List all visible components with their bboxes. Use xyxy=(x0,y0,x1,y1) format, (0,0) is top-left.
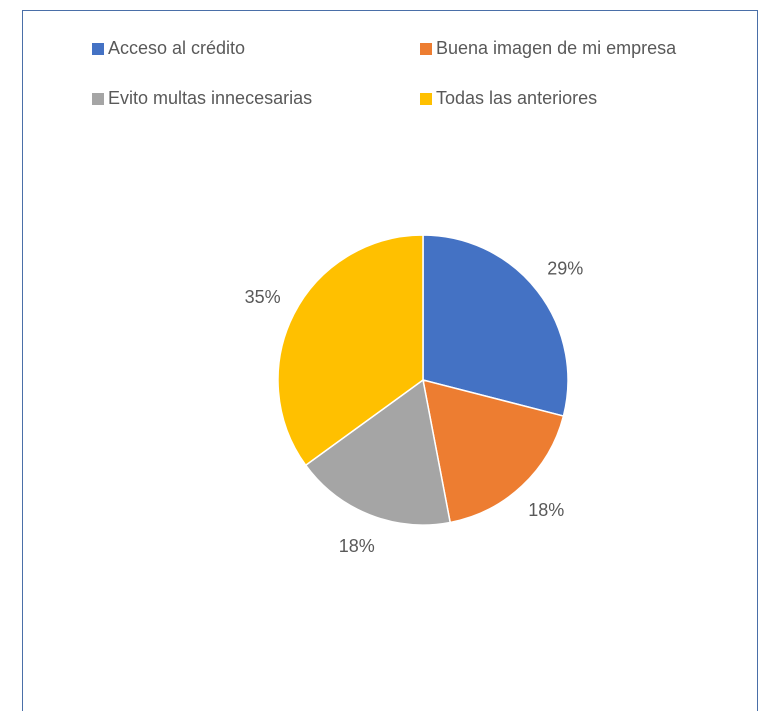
legend-swatch xyxy=(92,93,104,105)
pie-slice xyxy=(277,234,424,467)
data-label: 35% xyxy=(245,287,281,307)
legend-swatch xyxy=(92,43,104,55)
data-label: 29% xyxy=(547,258,583,278)
legend-swatch xyxy=(420,93,432,105)
legend-label: Buena imagen de mi empresa xyxy=(436,38,677,58)
pie-slice xyxy=(304,378,452,526)
data-label: 18% xyxy=(339,536,375,556)
legend-label: Todas las anteriores xyxy=(436,88,597,108)
legend-swatch xyxy=(420,43,432,55)
legend-label: Evito multas innecesarias xyxy=(108,88,312,108)
legend-label: Acceso al crédito xyxy=(108,38,245,58)
pie-slice xyxy=(422,378,565,524)
pie-slice xyxy=(422,234,569,417)
data-label: 18% xyxy=(528,500,564,520)
